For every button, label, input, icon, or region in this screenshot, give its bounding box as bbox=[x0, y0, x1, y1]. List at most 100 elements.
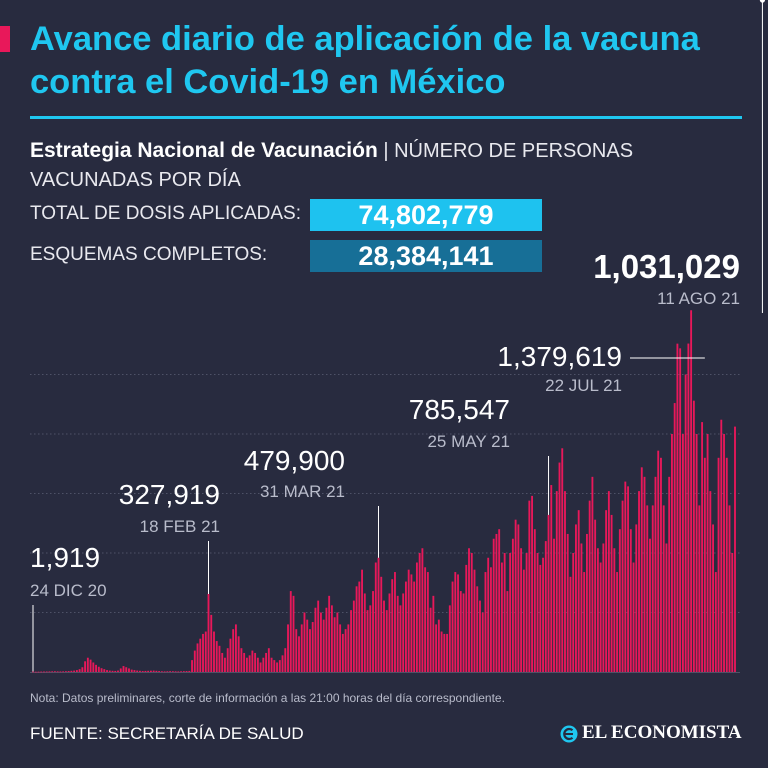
bar bbox=[40, 671, 43, 673]
bar bbox=[89, 659, 92, 672]
bar bbox=[426, 572, 429, 672]
bar bbox=[51, 671, 54, 673]
bar bbox=[396, 595, 399, 672]
bar bbox=[391, 579, 394, 672]
bar bbox=[372, 591, 374, 672]
bar bbox=[550, 485, 553, 672]
bar bbox=[643, 476, 646, 672]
bar bbox=[522, 569, 525, 672]
bar bbox=[566, 533, 569, 672]
bar bbox=[155, 670, 158, 672]
bar bbox=[45, 671, 48, 673]
bar bbox=[333, 617, 336, 672]
bar bbox=[470, 553, 473, 672]
bar bbox=[591, 476, 594, 672]
bar bbox=[720, 419, 723, 672]
bar bbox=[388, 593, 391, 672]
bar bbox=[717, 457, 720, 672]
bar bbox=[344, 629, 347, 672]
bar bbox=[374, 562, 377, 672]
bar bbox=[638, 491, 640, 672]
bar bbox=[177, 671, 180, 673]
bar bbox=[533, 529, 536, 672]
annotation-value: 1,919 bbox=[30, 542, 100, 573]
bar bbox=[377, 557, 380, 672]
bar bbox=[232, 629, 235, 672]
bar bbox=[215, 641, 218, 672]
bar bbox=[553, 538, 555, 672]
bar bbox=[139, 670, 141, 672]
bar bbox=[103, 669, 106, 672]
annotation-value: 1,379,619 bbox=[497, 341, 622, 372]
bar bbox=[629, 529, 632, 672]
bar bbox=[602, 543, 605, 672]
bar bbox=[339, 624, 342, 672]
bar bbox=[446, 633, 449, 672]
bar bbox=[295, 629, 298, 672]
bar bbox=[366, 610, 369, 672]
bar bbox=[731, 553, 734, 672]
bar bbox=[298, 636, 300, 672]
bar bbox=[106, 670, 108, 672]
bar bbox=[196, 643, 199, 672]
bar bbox=[75, 670, 78, 672]
bar bbox=[147, 670, 150, 672]
bar bbox=[114, 670, 117, 672]
bar bbox=[363, 593, 366, 672]
bar bbox=[555, 491, 558, 672]
bar bbox=[616, 572, 619, 672]
bar bbox=[97, 666, 100, 672]
bar bbox=[596, 548, 599, 672]
bar bbox=[531, 495, 534, 672]
bar bbox=[54, 671, 56, 673]
bar bbox=[204, 631, 207, 672]
bar bbox=[621, 500, 624, 672]
bar bbox=[163, 671, 166, 673]
bar bbox=[558, 462, 561, 672]
bar bbox=[259, 662, 262, 672]
bar bbox=[490, 567, 492, 672]
bar bbox=[684, 374, 687, 672]
bar bbox=[607, 491, 610, 672]
bar bbox=[130, 669, 133, 672]
bar bbox=[473, 569, 476, 672]
bar bbox=[407, 569, 410, 672]
bar bbox=[569, 576, 572, 672]
bar bbox=[100, 668, 103, 672]
bar bbox=[355, 586, 358, 672]
bar bbox=[319, 612, 322, 672]
bar bbox=[687, 343, 690, 672]
bar bbox=[191, 660, 193, 672]
bar bbox=[572, 553, 575, 672]
bar bbox=[520, 548, 523, 672]
bar bbox=[676, 343, 679, 672]
bar bbox=[440, 631, 443, 672]
bar bbox=[421, 548, 424, 672]
annotation-date: 24 DIC 20 bbox=[30, 581, 107, 600]
bar bbox=[265, 652, 268, 672]
bar bbox=[182, 671, 185, 672]
bar bbox=[245, 657, 248, 672]
annotation-value: 479,900 bbox=[244, 445, 345, 476]
subtitle-measure: | NÚMERO DE PERSONAS VACUNADAS POR DÍA bbox=[30, 140, 634, 191]
bar bbox=[495, 533, 498, 672]
bar bbox=[517, 524, 520, 672]
bar bbox=[413, 581, 416, 672]
bar bbox=[128, 668, 130, 672]
bar bbox=[448, 605, 451, 672]
bar bbox=[32, 671, 34, 673]
bar bbox=[564, 491, 566, 672]
bar bbox=[651, 505, 654, 672]
bar bbox=[479, 600, 481, 672]
bar bbox=[605, 510, 608, 672]
bar bbox=[56, 671, 59, 673]
bar bbox=[34, 671, 37, 673]
bar bbox=[500, 562, 503, 672]
footnote: Nota: Datos preliminares, corte de infor… bbox=[30, 691, 505, 705]
title-accent-bar bbox=[0, 26, 10, 52]
bar bbox=[459, 591, 462, 672]
annotation-dot bbox=[759, 0, 766, 3]
bar bbox=[336, 612, 339, 672]
bar bbox=[330, 605, 333, 672]
annotation-date: 22 JUL 21 bbox=[545, 376, 622, 395]
